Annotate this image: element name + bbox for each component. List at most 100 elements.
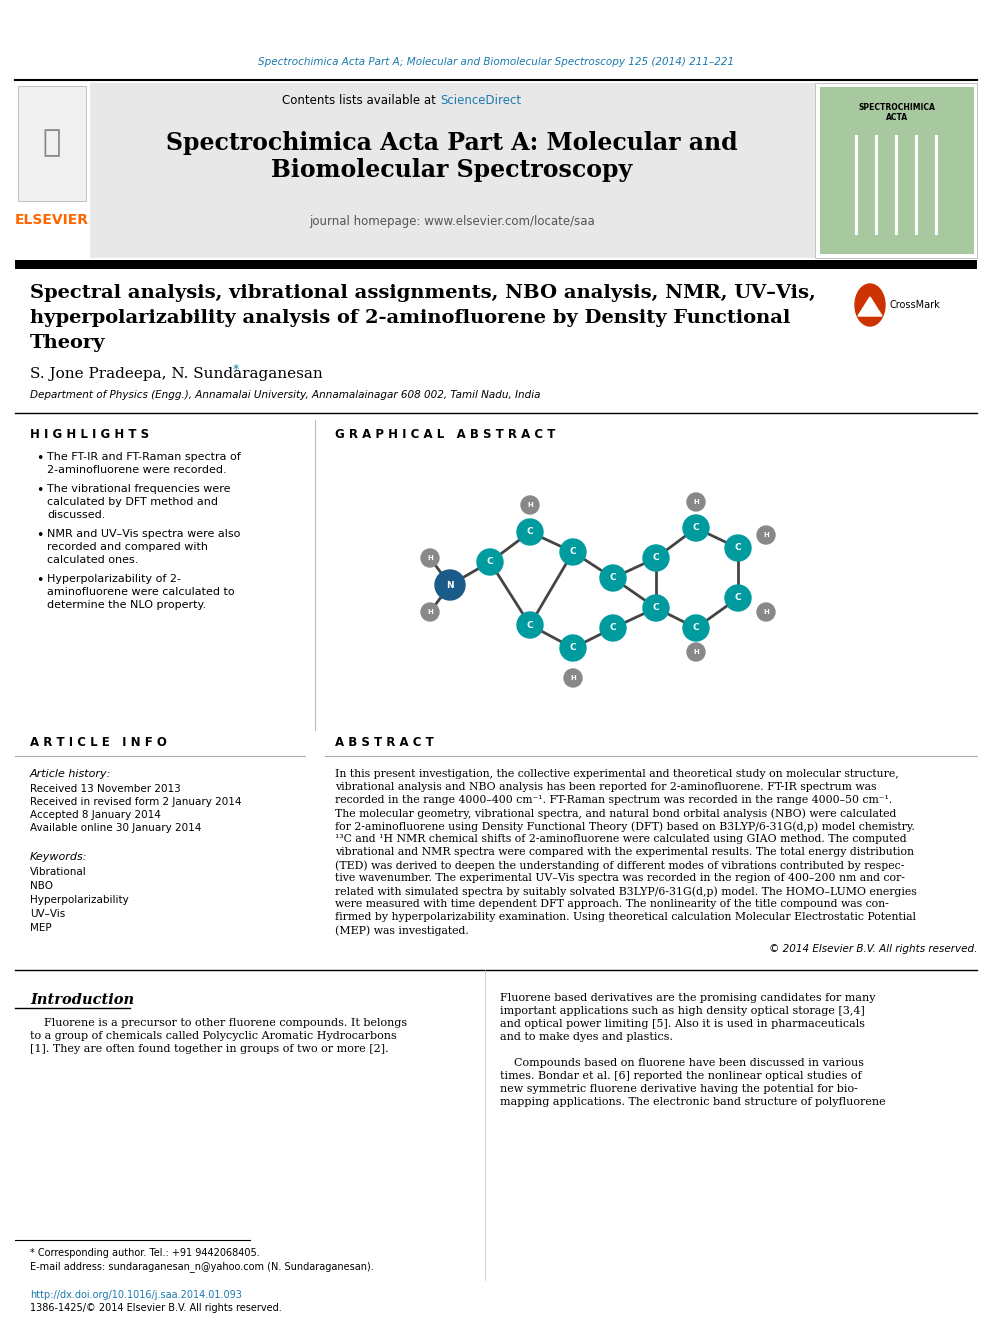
Text: H: H	[763, 532, 769, 538]
Circle shape	[421, 603, 439, 620]
Text: * Corresponding author. Tel.: +91 9442068405.: * Corresponding author. Tel.: +91 944206…	[30, 1248, 260, 1258]
Bar	[855, 135, 858, 235]
Text: Fluorene based derivatives are the promising candidates for many: Fluorene based derivatives are the promi…	[500, 994, 876, 1003]
Bar	[15, 261, 977, 269]
Text: ACTA: ACTA	[886, 114, 908, 123]
Text: ¹³C and ¹H NMR chemical shifts of 2-aminofluorene were calculated using GIAO met: ¹³C and ¹H NMR chemical shifts of 2-amin…	[335, 833, 907, 844]
Text: for 2-aminofluorene using Density Functional Theory (DFT) based on B3LYP/6-31G(d: for 2-aminofluorene using Density Functi…	[335, 822, 915, 832]
Text: Introduction: Introduction	[30, 994, 134, 1007]
Text: http://dx.doi.org/10.1016/j.saa.2014.01.093: http://dx.doi.org/10.1016/j.saa.2014.01.…	[30, 1290, 242, 1301]
Text: 🌳: 🌳	[43, 128, 62, 157]
Text: A R T I C L E   I N F O: A R T I C L E I N F O	[30, 737, 167, 750]
Polygon shape	[858, 296, 882, 316]
Bar	[90, 83, 815, 258]
Text: Fluorene is a precursor to other fluorene compounds. It belongs: Fluorene is a precursor to other fluoren…	[30, 1017, 407, 1028]
Text: S. Jone Pradeepa, N. Sundaraganesan: S. Jone Pradeepa, N. Sundaraganesan	[30, 366, 322, 381]
Circle shape	[477, 549, 503, 576]
Text: •: •	[36, 529, 44, 542]
Text: recorded and compared with: recorded and compared with	[47, 542, 208, 552]
Text: (TED) was derived to deepen the understanding of different modes of vibrations c: (TED) was derived to deepen the understa…	[335, 860, 905, 871]
Text: Compounds based on fluorene have been discussed in various: Compounds based on fluorene have been di…	[500, 1058, 864, 1068]
Text: E-mail address: sundaraganesan_n@yahoo.com (N. Sundaraganesan).: E-mail address: sundaraganesan_n@yahoo.c…	[30, 1261, 374, 1271]
Text: Hyperpolarizability: Hyperpolarizability	[30, 894, 129, 905]
Text: H: H	[693, 499, 699, 505]
Text: NMR and UV–Vis spectra were also: NMR and UV–Vis spectra were also	[47, 529, 240, 538]
Text: C: C	[610, 573, 616, 582]
Circle shape	[517, 613, 543, 638]
Text: C: C	[653, 603, 660, 613]
Ellipse shape	[855, 284, 885, 325]
Text: (MEP) was investigated.: (MEP) was investigated.	[335, 925, 469, 935]
Text: In this present investigation, the collective experimental and theoretical study: In this present investigation, the colle…	[335, 769, 899, 779]
Text: NBO: NBO	[30, 881, 53, 890]
Text: 1386-1425/© 2014 Elsevier B.V. All rights reserved.: 1386-1425/© 2014 Elsevier B.V. All right…	[30, 1303, 282, 1312]
Text: vibrational analysis and NBO analysis has been reported for 2-aminofluorene. FT-: vibrational analysis and NBO analysis ha…	[335, 782, 877, 792]
Text: Keywords:: Keywords:	[30, 852, 87, 863]
Text: *: *	[233, 363, 239, 376]
Text: important applications such as high density optical storage [3,4]: important applications such as high dens…	[500, 1005, 865, 1016]
Text: journal homepage: www.elsevier.com/locate/saa: journal homepage: www.elsevier.com/locat…	[310, 216, 595, 229]
Text: Article history:: Article history:	[30, 769, 111, 779]
Text: C: C	[735, 594, 741, 602]
Text: C: C	[692, 623, 699, 632]
Text: calculated by DFT method and: calculated by DFT method and	[47, 497, 218, 507]
Text: Contents lists available at: Contents lists available at	[283, 94, 440, 106]
Text: N: N	[446, 581, 453, 590]
Text: C: C	[527, 528, 534, 537]
Text: H: H	[527, 501, 533, 508]
Circle shape	[643, 595, 669, 620]
Bar	[875, 135, 878, 235]
Text: Received 13 November 2013: Received 13 November 2013	[30, 785, 181, 794]
Text: [1]. They are often found together in groups of two or more [2].: [1]. They are often found together in gr…	[30, 1044, 389, 1054]
Circle shape	[560, 635, 586, 662]
Text: mapping applications. The electronic band structure of polyfluorene: mapping applications. The electronic ban…	[500, 1097, 886, 1107]
Circle shape	[687, 643, 705, 662]
Text: UV–Vis: UV–Vis	[30, 909, 65, 919]
Circle shape	[643, 545, 669, 572]
Text: C: C	[610, 623, 616, 632]
Text: times. Bondar et al. [6] reported the nonlinear optical studies of: times. Bondar et al. [6] reported the no…	[500, 1072, 862, 1081]
Circle shape	[757, 603, 775, 620]
Circle shape	[725, 585, 751, 611]
Bar	[895, 135, 898, 235]
Circle shape	[683, 615, 709, 642]
Text: and optical power limiting [5]. Also it is used in pharmaceuticals: and optical power limiting [5]. Also it …	[500, 1019, 865, 1029]
Text: G R A P H I C A L   A B S T R A C T: G R A P H I C A L A B S T R A C T	[335, 429, 556, 442]
Circle shape	[687, 493, 705, 511]
Text: •: •	[36, 452, 44, 464]
Text: The molecular geometry, vibrational spectra, and natural bond orbital analysis (: The molecular geometry, vibrational spec…	[335, 808, 897, 819]
Text: H: H	[693, 650, 699, 655]
Circle shape	[600, 615, 626, 642]
Text: calculated ones.: calculated ones.	[47, 556, 138, 565]
Text: The vibrational frequencies were: The vibrational frequencies were	[47, 484, 230, 493]
Text: C: C	[692, 524, 699, 532]
Text: Hyperpolarizability of 2-: Hyperpolarizability of 2-	[47, 574, 181, 583]
Text: Spectrochimica Acta Part A: Molecular and: Spectrochimica Acta Part A: Molecular an…	[167, 131, 738, 155]
Text: H I G H L I G H T S: H I G H L I G H T S	[30, 429, 149, 442]
Text: C: C	[569, 643, 576, 652]
Text: Spectrochimica Acta Part A; Molecular and Biomolecular Spectroscopy 125 (2014) 2: Spectrochimica Acta Part A; Molecular an…	[258, 57, 734, 67]
Text: to a group of chemicals called Polycyclic Aromatic Hydrocarbons: to a group of chemicals called Polycycli…	[30, 1031, 397, 1041]
Text: SPECTROCHIMICA: SPECTROCHIMICA	[858, 102, 935, 111]
Text: H: H	[570, 675, 576, 681]
Text: H: H	[763, 609, 769, 615]
Circle shape	[435, 570, 465, 601]
Text: and to make dyes and plastics.: and to make dyes and plastics.	[500, 1032, 673, 1043]
Text: Received in revised form 2 January 2014: Received in revised form 2 January 2014	[30, 796, 241, 807]
Text: MEP: MEP	[30, 923, 52, 933]
Text: vibrational and NMR spectra were compared with the experimental results. The tot: vibrational and NMR spectra were compare…	[335, 847, 914, 857]
Circle shape	[560, 538, 586, 565]
Text: 2-aminofluorene were recorded.: 2-aminofluorene were recorded.	[47, 464, 226, 475]
Text: Department of Physics (Engg.), Annamalai University, Annamalainagar 608 002, Tam: Department of Physics (Engg.), Annamalai…	[30, 390, 541, 400]
Circle shape	[421, 549, 439, 568]
Circle shape	[517, 519, 543, 545]
Circle shape	[757, 527, 775, 544]
Text: H: H	[428, 556, 433, 561]
Text: tive wavenumber. The experimental UV–Vis spectra was recorded in the region of 4: tive wavenumber. The experimental UV–Vis…	[335, 873, 905, 882]
Text: C: C	[527, 620, 534, 630]
Bar	[820, 87, 974, 254]
Text: Spectral analysis, vibrational assignments, NBO analysis, NMR, UV–Vis,: Spectral analysis, vibrational assignmen…	[30, 284, 815, 302]
Text: A B S T R A C T: A B S T R A C T	[335, 737, 434, 750]
Text: new symmetric fluorene derivative having the potential for bio-: new symmetric fluorene derivative having…	[500, 1084, 858, 1094]
Circle shape	[600, 565, 626, 591]
